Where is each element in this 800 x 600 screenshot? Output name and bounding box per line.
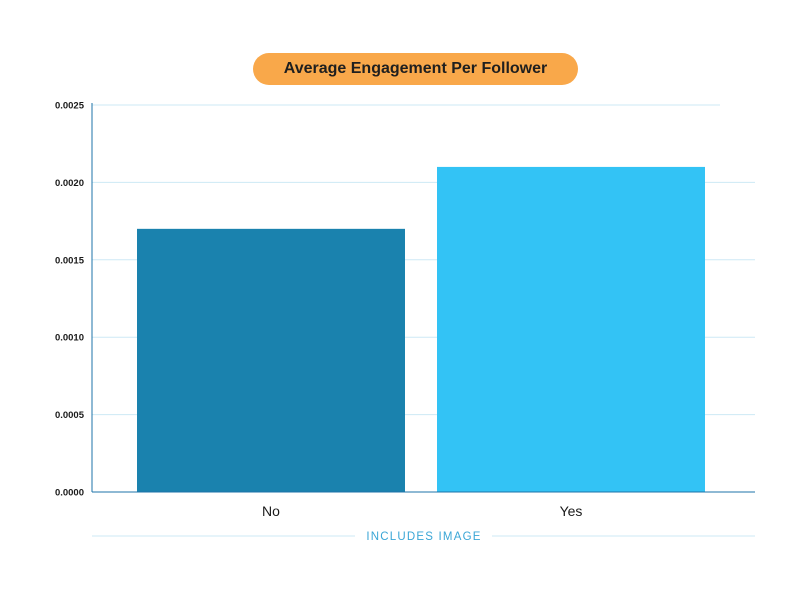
y-tick-label: 0.0000 (55, 488, 84, 499)
y-tick-label: 0.0015 (55, 255, 85, 266)
x-axis-title: INCLUDES IMAGE (366, 531, 481, 543)
bars (137, 166, 705, 493)
y-tick-label: 0.0005 (55, 410, 85, 421)
bar-yes (437, 166, 705, 493)
axes (91, 103, 755, 493)
y-tick-label: 0.0020 (55, 178, 84, 189)
y-tick-label: 0.0025 (55, 101, 85, 112)
bar-no (137, 228, 405, 492)
x-category-label: No (262, 503, 280, 519)
x-axis-title-group: INCLUDES IMAGE (92, 531, 755, 543)
x-category-labels: No Yes (262, 503, 582, 519)
x-category-label: Yes (560, 503, 583, 519)
y-tick-label: 0.0010 (55, 333, 84, 344)
chart-title: Average Engagement Per Follower (253, 53, 578, 85)
y-tick-labels: 0.0000 0.0005 0.0010 0.0015 0.0020 0.0025 (55, 101, 85, 499)
